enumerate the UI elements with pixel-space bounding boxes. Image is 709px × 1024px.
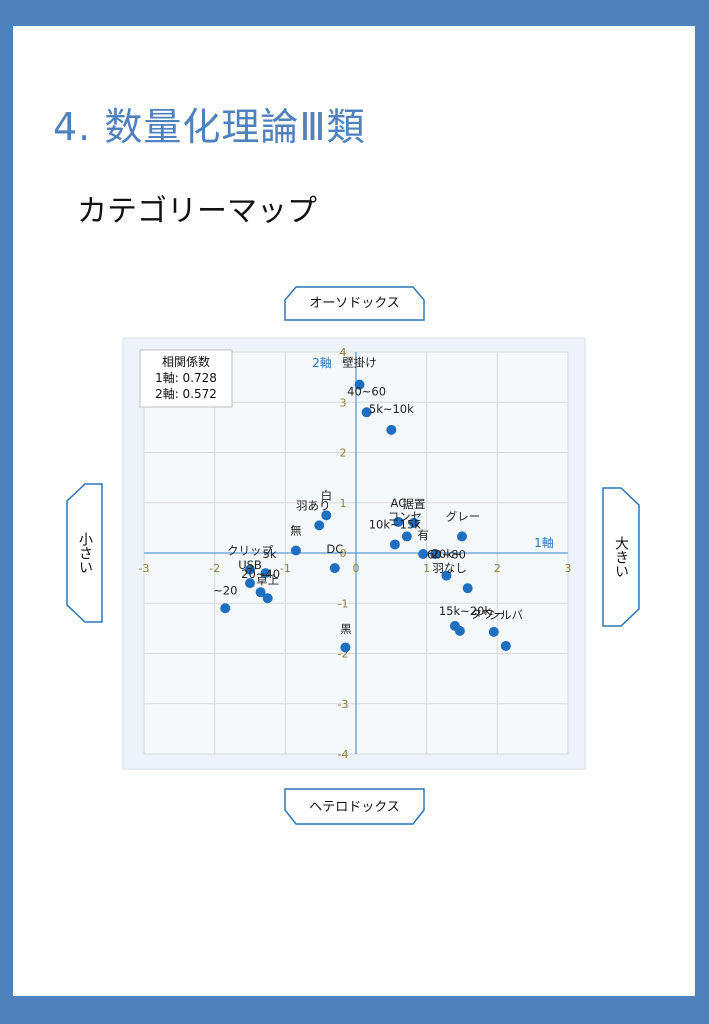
x-tick-label: 1: [423, 562, 430, 575]
point-label: 白: [321, 488, 333, 502]
point-label: 20~40: [241, 567, 280, 581]
left-direction-label: 小さい: [66, 483, 103, 623]
data-point: [408, 517, 419, 528]
data-point: [401, 531, 412, 542]
point-label: 5k~10k: [369, 402, 414, 416]
y-axis-label: 2軸: [312, 356, 332, 370]
data-point: [220, 603, 231, 614]
data-point: [418, 549, 429, 560]
data-point: [290, 545, 301, 556]
svg-text:大きい: 大きい: [613, 536, 629, 578]
point-label: AC: [391, 496, 407, 510]
data-point: [262, 593, 273, 604]
point-label: 15k~20k: [439, 604, 492, 618]
x-tick-label: 3: [565, 562, 572, 575]
data-point: [361, 407, 372, 418]
point-label: 羽なし: [432, 561, 467, 575]
data-point: [500, 640, 511, 651]
y-tick-label: 1: [340, 497, 347, 510]
point-label: 羽あり: [296, 498, 331, 512]
y-tick-label: 4: [340, 346, 347, 359]
data-point: [255, 587, 266, 598]
slide-title: 4. 数量化理論Ⅲ類: [53, 105, 366, 149]
y-tick-label: -4: [338, 748, 349, 761]
point-label: グレー: [446, 509, 481, 523]
point-label: USB: [238, 558, 262, 572]
tick-labels: -3 -2 -1 0 1 2 3 -4 -3 -2 -1 0 1 2 3 4: [139, 346, 572, 761]
x-tick-label: 0: [353, 562, 360, 575]
x-axis-label: 1軸: [534, 536, 554, 550]
data-point: [389, 539, 400, 550]
point-label: ~20: [213, 583, 237, 597]
point-label: タワー: [471, 607, 506, 621]
svg-text:ヘテロドックス: ヘテロドックス: [309, 800, 400, 815]
point-label: コンセ: [388, 509, 423, 523]
correlation-axis1: 1軸: 0.728: [155, 371, 217, 385]
data-point: [441, 570, 452, 581]
y-tick-label: -1: [338, 597, 349, 610]
point-label: 20k~: [432, 547, 463, 561]
data-point: [245, 578, 255, 589]
y-tick-label: 2: [340, 447, 347, 460]
point-label: DC: [326, 542, 343, 556]
correlation-heading: 相関係数: [162, 354, 210, 369]
bottom-direction-label: ヘテロドックス: [284, 788, 425, 825]
data-point: [430, 549, 441, 560]
data-point: [314, 520, 325, 531]
data-point: [386, 424, 397, 435]
right-direction-label: 大きい: [602, 487, 640, 627]
data-point: [457, 531, 467, 542]
point-label: 壁掛け: [342, 356, 377, 370]
y-tick-label: -3: [338, 698, 349, 711]
correlation-axis2: 2軸: 0.572: [155, 387, 217, 401]
point-label: シルバ: [489, 608, 524, 622]
data-point: [245, 564, 255, 575]
y-tick-label: -2: [338, 648, 349, 661]
point-label: 有: [417, 528, 429, 542]
data-point: [329, 563, 340, 574]
x-tick-label: -2: [209, 562, 220, 575]
x-tick-label: -3: [139, 562, 150, 575]
point-label: クリップ: [227, 544, 273, 558]
y-tick-label: 0: [340, 547, 347, 560]
data-point: [462, 583, 473, 594]
point-label: 40~60: [347, 384, 386, 398]
point-label: 10k~15k: [369, 517, 422, 531]
x-tick-label: -1: [280, 562, 291, 575]
data-point: [393, 516, 404, 527]
axes: [144, 352, 568, 754]
point-label: 黒: [340, 622, 352, 636]
point-label: 卓上: [256, 573, 279, 587]
correlation-box: 相関係数 1軸: 0.728 2軸: 0.572: [139, 349, 233, 408]
slide-subtitle: カテゴリーマップ: [77, 194, 317, 229]
svg-text:小さい: 小さい: [77, 532, 93, 574]
point-label: 5k: [263, 547, 277, 561]
data-point: [354, 379, 365, 390]
svg-text:オーソドックス: オーソドックス: [309, 296, 400, 311]
x-tick-label: 2: [494, 562, 501, 575]
y-tick-label: 3: [340, 396, 347, 409]
top-direction-label: オーソドックス: [284, 286, 425, 321]
data-point: [488, 626, 499, 637]
point-label: 60~80: [427, 548, 466, 562]
point-label: 無: [290, 523, 302, 537]
data-point: [321, 510, 332, 521]
point-label: 据置: [402, 497, 425, 511]
data-point: [260, 568, 271, 579]
data-point: [454, 625, 465, 636]
data-point: [340, 642, 351, 653]
